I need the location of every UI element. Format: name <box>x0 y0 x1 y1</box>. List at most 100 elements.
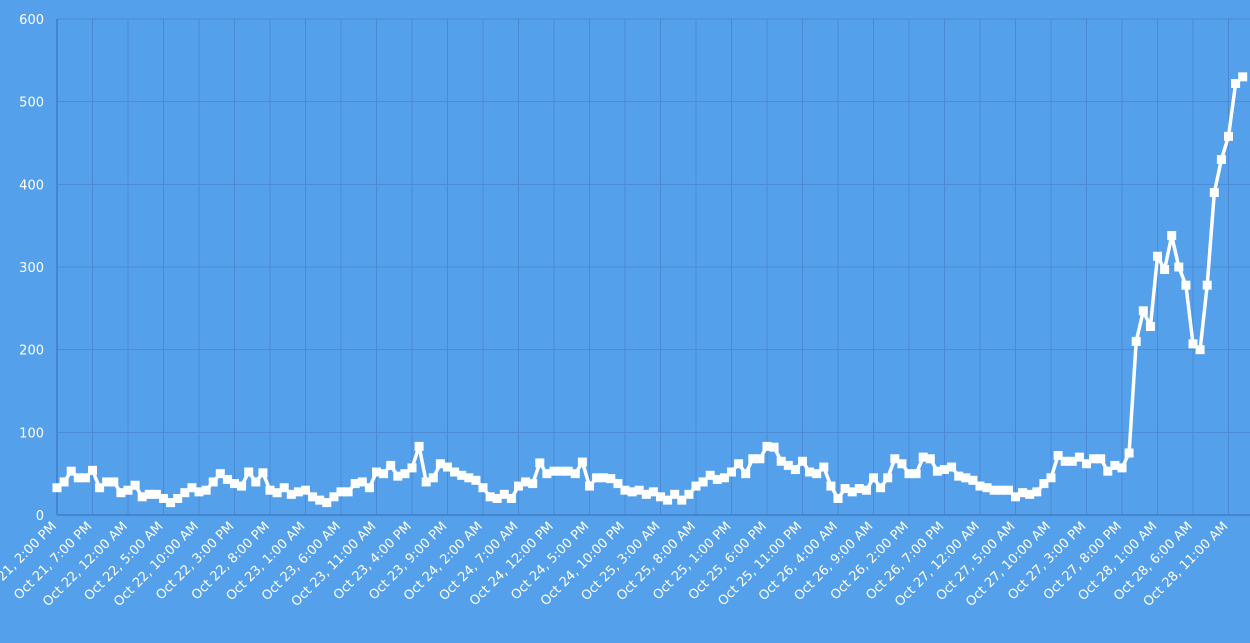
data-point <box>1103 466 1113 476</box>
data-point <box>641 489 651 499</box>
data-point <box>1174 262 1184 272</box>
data-point <box>1231 78 1241 88</box>
data-point <box>677 495 687 505</box>
data-point <box>1202 280 1212 290</box>
data-point <box>748 454 758 464</box>
data-point <box>471 475 481 485</box>
data-point <box>485 492 495 502</box>
data-point <box>1124 448 1134 458</box>
data-point <box>407 463 417 473</box>
data-point <box>840 484 850 494</box>
y-tick-label: 600 <box>19 13 44 28</box>
y-tick-label: 400 <box>19 178 44 193</box>
data-point <box>237 481 247 491</box>
data-point <box>549 466 559 476</box>
data-point <box>599 473 609 483</box>
data-point <box>1053 450 1063 460</box>
data-point <box>1160 264 1170 274</box>
data-point <box>116 488 126 498</box>
data-point <box>315 495 325 505</box>
data-point <box>670 489 680 499</box>
data-point <box>279 483 289 493</box>
data-point <box>1039 479 1049 489</box>
data-point <box>329 492 339 502</box>
data-point <box>322 498 332 508</box>
data-point <box>762 441 772 451</box>
data-point <box>379 469 389 479</box>
data-point <box>876 483 886 493</box>
data-point <box>514 481 523 491</box>
data-point <box>521 477 531 487</box>
data-point <box>1025 489 1035 499</box>
data-point <box>592 473 602 483</box>
data-point <box>698 477 708 487</box>
y-tick-label: 300 <box>19 261 44 276</box>
data-point <box>443 462 452 472</box>
data-point <box>244 467 254 477</box>
y-tick-label: 200 <box>19 344 44 359</box>
data-point <box>1145 322 1155 332</box>
y-tick-label: 500 <box>19 96 44 111</box>
data-point <box>386 460 396 470</box>
data-point <box>613 479 623 489</box>
data-point <box>1046 473 1056 483</box>
data-point <box>755 454 765 464</box>
data-point <box>883 473 893 483</box>
data-point <box>194 487 204 497</box>
data-point <box>961 473 971 483</box>
data-point <box>577 457 587 467</box>
data-point <box>570 469 580 479</box>
data-point <box>1003 485 1013 495</box>
data-point <box>159 493 168 503</box>
data-point <box>464 473 474 483</box>
data-point <box>826 481 836 491</box>
data-point <box>400 469 410 479</box>
data-point <box>556 466 566 476</box>
data-point <box>215 469 225 479</box>
data-point <box>925 454 935 464</box>
data-point <box>585 481 594 491</box>
data-point <box>343 487 353 497</box>
data-point <box>890 454 900 464</box>
data-point <box>80 473 90 483</box>
data-point <box>769 442 779 452</box>
data-point <box>144 489 154 499</box>
data-point <box>414 441 424 451</box>
data-point <box>230 479 239 489</box>
data-point <box>940 465 949 475</box>
data-point <box>869 473 878 483</box>
data-point <box>1082 459 1091 469</box>
data-point <box>1188 339 1198 349</box>
data-point <box>535 458 545 468</box>
data-point <box>1138 306 1148 316</box>
data-point <box>954 471 964 481</box>
data-point <box>1018 488 1028 498</box>
data-point <box>286 489 296 499</box>
data-point <box>201 485 211 495</box>
data-point <box>506 493 516 503</box>
data-point <box>989 485 999 495</box>
data-point <box>173 493 183 503</box>
data-point <box>1096 454 1106 464</box>
data-point <box>393 471 403 481</box>
data-point <box>691 481 701 491</box>
data-point <box>372 467 381 477</box>
data-point <box>123 485 133 495</box>
data-point <box>308 492 318 502</box>
data-point <box>897 459 907 469</box>
data-point <box>790 465 800 475</box>
data-point <box>563 466 573 476</box>
data-point <box>492 493 502 503</box>
data-point <box>336 487 346 497</box>
data-point <box>357 477 367 487</box>
data-point <box>272 488 282 498</box>
data-point <box>918 452 928 462</box>
data-point <box>350 479 360 489</box>
data-point <box>130 480 140 490</box>
data-point <box>435 459 445 469</box>
data-point <box>73 473 83 483</box>
data-point <box>805 467 815 477</box>
data-point <box>712 474 722 484</box>
data-point <box>734 459 744 469</box>
